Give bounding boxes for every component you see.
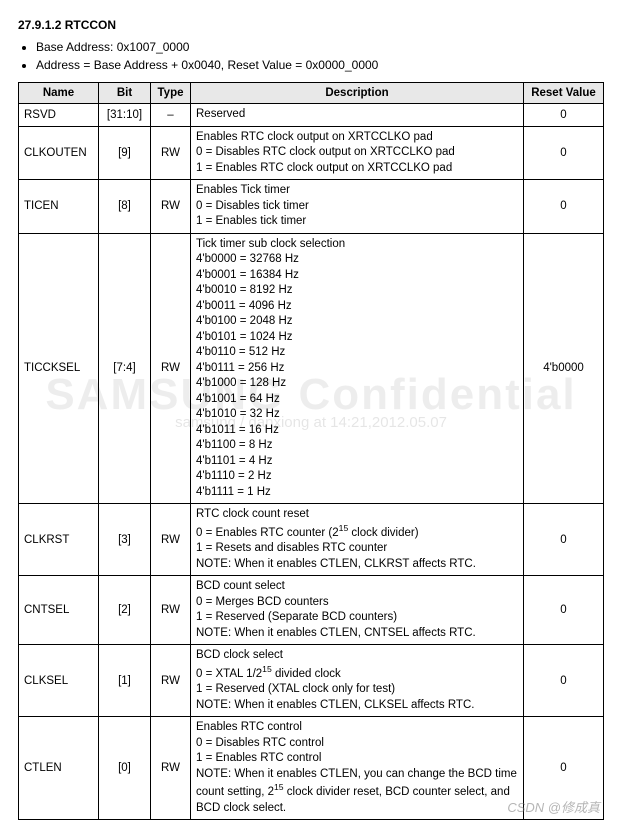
cell-reset-value: 0 (524, 104, 604, 127)
cell-reset-value: 0 (524, 717, 604, 820)
section-title: 27.9.1.2 RTCCON (18, 18, 604, 32)
table-header-row: Name Bit Type Description Reset Value (19, 83, 604, 104)
cell-name: RSVD (19, 104, 99, 127)
cell-type: RW (151, 233, 191, 504)
cell-bit: [9] (99, 126, 151, 180)
table-row: TICCKSEL[7:4]RWTick timer sub clock sele… (19, 233, 604, 504)
cell-description: Enables Tick timer0 = Disables tick time… (191, 180, 524, 234)
cell-type: RW (151, 126, 191, 180)
bullet-base-address: Base Address: 0x1007_0000 (36, 40, 604, 54)
col-type: Type (151, 83, 191, 104)
table-row: TICEN[8]RWEnables Tick timer0 = Disables… (19, 180, 604, 234)
col-bit: Bit (99, 83, 151, 104)
table-row: CLKSEL[1]RWBCD clock select0 = XTAL 1/21… (19, 645, 604, 717)
cell-reset-value: 4'b0000 (524, 233, 604, 504)
cell-bit: [0] (99, 717, 151, 820)
cell-name: CLKRST (19, 504, 99, 576)
cell-type: RW (151, 576, 191, 645)
table-row: CLKRST[3]RWRTC clock count reset0 = Enab… (19, 504, 604, 576)
cell-name: CNTSEL (19, 576, 99, 645)
table-row: CLKOUTEN[9]RWEnables RTC clock output on… (19, 126, 604, 180)
register-table: Name Bit Type Description Reset Value RS… (18, 82, 604, 820)
col-desc: Description (191, 83, 524, 104)
cell-description: BCD count select0 = Merges BCD counters1… (191, 576, 524, 645)
address-bullets: Base Address: 0x1007_0000 Address = Base… (18, 40, 604, 72)
cell-bit: [31:10] (99, 104, 151, 127)
cell-description: BCD clock select0 = XTAL 1/215 divided c… (191, 645, 524, 717)
table-row: CNTSEL[2]RWBCD count select0 = Merges BC… (19, 576, 604, 645)
cell-description: Enables RTC clock output on XRTCCLKO pad… (191, 126, 524, 180)
cell-description: Enables RTC control0 = Disables RTC cont… (191, 717, 524, 820)
bullet-offset-reset: Address = Base Address + 0x0040, Reset V… (36, 58, 604, 72)
cell-reset-value: 0 (524, 180, 604, 234)
cell-name: CLKSEL (19, 645, 99, 717)
cell-name: TICCKSEL (19, 233, 99, 504)
cell-bit: [2] (99, 576, 151, 645)
cell-type: RW (151, 645, 191, 717)
cell-name: CLKOUTEN (19, 126, 99, 180)
col-name: Name (19, 83, 99, 104)
cell-type: RW (151, 504, 191, 576)
cell-bit: [7:4] (99, 233, 151, 504)
cell-reset-value: 0 (524, 126, 604, 180)
cell-reset-value: 0 (524, 504, 604, 576)
cell-name: CTLEN (19, 717, 99, 820)
cell-reset-value: 0 (524, 576, 604, 645)
cell-reset-value: 0 (524, 645, 604, 717)
cell-bit: [1] (99, 645, 151, 717)
cell-type: – (151, 104, 191, 127)
table-row: CTLEN[0]RWEnables RTC control0 = Disable… (19, 717, 604, 820)
cell-name: TICEN (19, 180, 99, 234)
cell-description: Reserved (191, 104, 524, 127)
cell-bit: [3] (99, 504, 151, 576)
table-body: RSVD[31:10]–Reserved0CLKOUTEN[9]RWEnable… (19, 104, 604, 820)
cell-type: RW (151, 180, 191, 234)
cell-type: RW (151, 717, 191, 820)
cell-description: RTC clock count reset0 = Enables RTC cou… (191, 504, 524, 576)
table-row: RSVD[31:10]–Reserved0 (19, 104, 604, 127)
cell-description: Tick timer sub clock selection4'b0000 = … (191, 233, 524, 504)
cell-bit: [8] (99, 180, 151, 234)
col-reset: Reset Value (524, 83, 604, 104)
